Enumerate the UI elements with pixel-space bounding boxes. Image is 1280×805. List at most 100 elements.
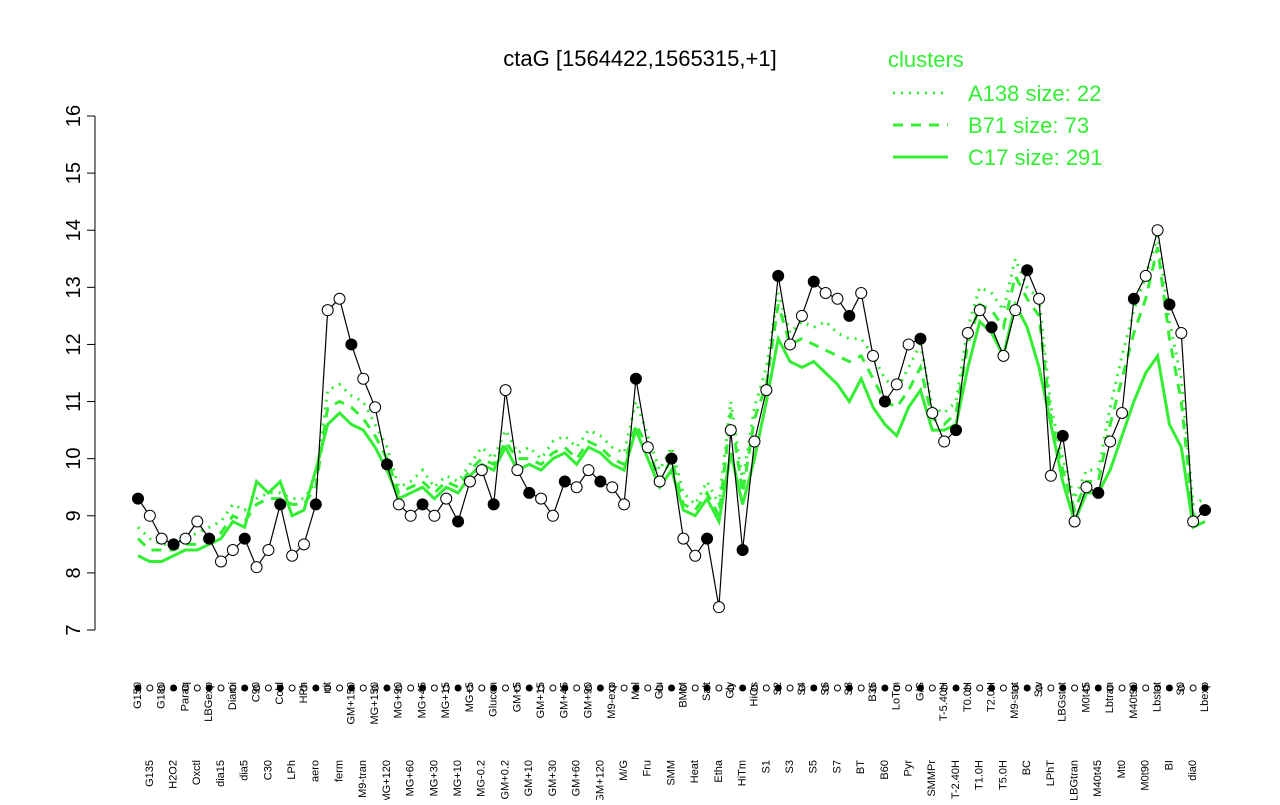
legend-label: C17 size: 291 [968, 145, 1103, 170]
x-tick-label: MG+10 [452, 760, 464, 796]
x-tick-label: Cold [274, 682, 286, 705]
x-tick-label: G150 [132, 682, 144, 709]
data-point [369, 401, 382, 414]
data-point [345, 338, 358, 351]
x-tick-label: H2O2 [167, 760, 179, 789]
x-tick-label: Glu [654, 682, 666, 699]
x-tick-label: Pyr [903, 760, 915, 777]
y-tick-label: 11 [63, 391, 85, 412]
data-point [748, 435, 761, 448]
x-tick [359, 684, 367, 692]
x-tick [750, 684, 758, 692]
x-tick [1035, 684, 1043, 692]
x-tick [430, 684, 438, 692]
x-tick-label: Lbexp [1199, 682, 1211, 712]
x-tick [822, 684, 830, 692]
data-point [890, 378, 903, 391]
data-point [950, 424, 963, 437]
data-point [1104, 435, 1117, 448]
x-tick-label: M40t90 [1128, 682, 1140, 719]
data-point [629, 372, 642, 385]
x-tick-label: M/G [618, 760, 630, 781]
x-tick-label: MG+5 [464, 682, 476, 712]
y-tick-label: 12 [63, 333, 85, 355]
data-point [511, 464, 524, 477]
x-tick [893, 684, 901, 692]
legend-title: clusters [888, 47, 964, 72]
data-point [724, 424, 737, 437]
cluster-line [136, 247, 1206, 552]
x-tick-label: M9-tran [357, 760, 369, 798]
x-tick-label: MG+30 [428, 760, 440, 796]
data-point [926, 406, 939, 419]
x-tick [1094, 684, 1102, 692]
x-tick-label: S6 [820, 682, 832, 695]
data-point [1163, 298, 1176, 311]
x-tick-label: MG+120 [381, 760, 393, 800]
data-point [499, 384, 512, 397]
x-tick-label: Oxctl [191, 760, 203, 785]
x-tick-label: nit [322, 682, 334, 694]
x-tick-label: SMMPr [926, 760, 938, 797]
data-point [155, 532, 168, 545]
x-tick-label: M0t90 [1140, 760, 1152, 791]
x-tick [205, 684, 213, 692]
x-tick-label: GM+90 [582, 682, 594, 718]
data-point [570, 481, 583, 494]
x-tick-label: GM+10 [523, 760, 535, 796]
x-tick-label: HPh [298, 682, 310, 703]
x-tick [810, 684, 818, 692]
x-tick [585, 684, 593, 692]
x-tick [324, 684, 332, 692]
x-tick-label: HiOs [748, 682, 760, 707]
data-point [807, 275, 820, 288]
x-tick [608, 684, 616, 692]
x-tick [786, 684, 794, 692]
data-point [250, 561, 263, 574]
x-tick-label: T1.0H [974, 760, 986, 790]
x-tick [952, 684, 960, 692]
x-tick-label: Glucon [488, 682, 500, 717]
data-point [784, 338, 797, 351]
x-tick [916, 684, 924, 692]
x-tick [513, 684, 521, 692]
x-tick-label: G180 [156, 682, 168, 709]
data-point [855, 287, 868, 300]
x-tick [668, 684, 675, 692]
y-tick-label: 8 [63, 567, 85, 578]
x-tick-label: ferm [333, 760, 345, 782]
data-point [736, 544, 749, 557]
x-tick [241, 684, 249, 692]
x-tick [656, 684, 664, 692]
data-point [428, 509, 441, 522]
x-tick-label: S3 [784, 760, 796, 773]
x-tick [1130, 684, 1138, 692]
x-tick [264, 684, 272, 692]
x-tick-label: S7 [831, 760, 843, 773]
data-point [973, 304, 986, 317]
x-tick-label: aero [310, 760, 322, 782]
x-tick-label: Salt [701, 682, 713, 701]
data-point [1127, 292, 1140, 305]
x-tick [1201, 684, 1209, 692]
data-point [179, 532, 192, 545]
x-tick [833, 684, 841, 692]
x-tick-label: MG-0.2 [476, 760, 488, 797]
data-point [392, 498, 405, 511]
x-tick-label: MG+90 [393, 682, 405, 718]
x-tick [1106, 684, 1114, 692]
x-tick-label: Sw [1033, 682, 1045, 697]
x-tick [466, 684, 474, 692]
y-tick-label: 14 [63, 219, 85, 241]
x-tick-label: M9-exp [606, 682, 618, 719]
x-tick-label: C90 [250, 682, 262, 702]
x-tick-label: Lbstat [1151, 682, 1163, 712]
data-point [961, 327, 974, 340]
x-tick [845, 684, 853, 692]
x-tick-label: T0.0H [962, 682, 974, 712]
data-point [203, 532, 216, 545]
x-tick [502, 684, 510, 692]
x-tick [312, 684, 320, 692]
x-tick-label: SMM [665, 760, 677, 786]
